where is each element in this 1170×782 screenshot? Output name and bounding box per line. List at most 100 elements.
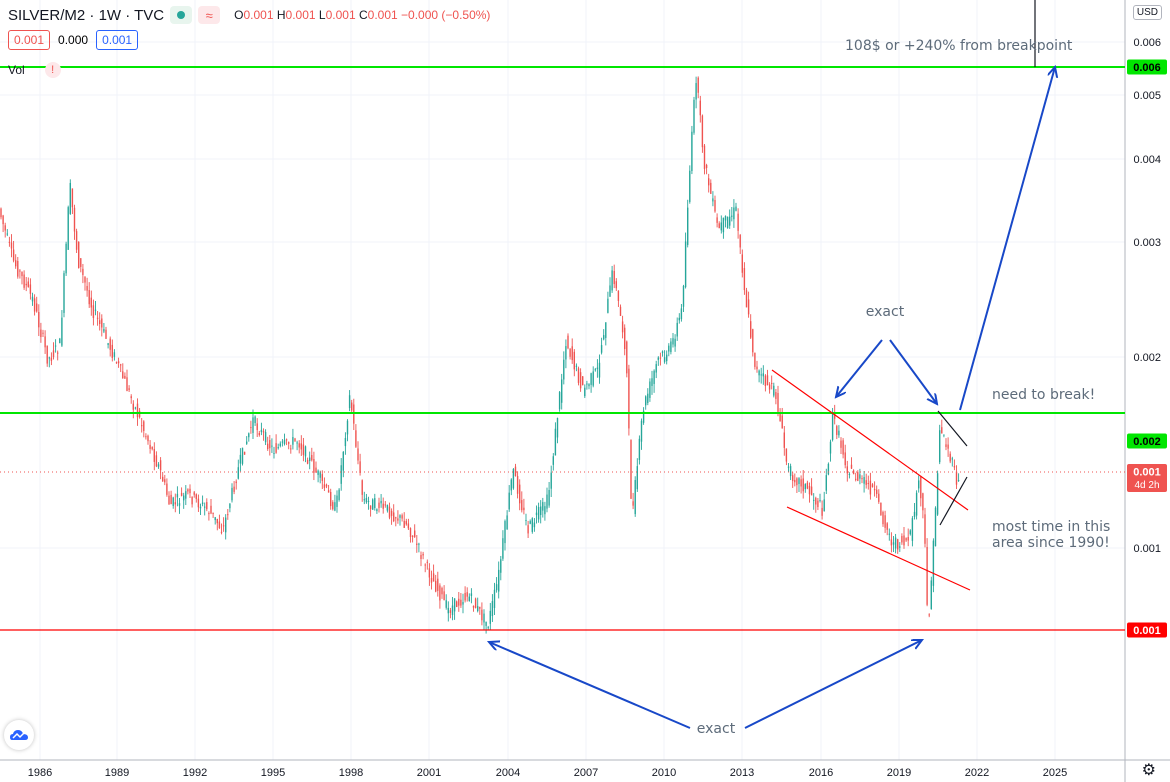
candle-body — [762, 373, 764, 377]
candle-body — [731, 215, 733, 217]
candle-body — [821, 507, 823, 516]
candle-body — [204, 506, 206, 508]
candle-body — [752, 329, 754, 353]
candle-body — [498, 569, 500, 592]
sell-price-button[interactable]: 0.001 — [8, 30, 51, 50]
candle-body — [126, 377, 128, 391]
annotation-most_time_1: most time in this — [992, 519, 1110, 535]
candle-body — [493, 589, 496, 608]
candle-body — [911, 518, 914, 541]
candle-body — [796, 478, 798, 486]
candle-body — [25, 283, 27, 286]
candle-body — [399, 515, 401, 518]
candle-body — [705, 164, 708, 169]
candle-body — [909, 530, 911, 535]
candle-body — [380, 500, 382, 504]
annotation-most_time_2: area since 1990! — [992, 535, 1110, 551]
candle-body — [638, 438, 641, 460]
candle-body — [817, 500, 819, 508]
candle-body — [212, 512, 214, 514]
candle-body — [264, 432, 267, 443]
candle-body — [46, 345, 48, 364]
market-status-icon[interactable] — [170, 6, 193, 24]
candle-body — [521, 500, 523, 511]
candle-body — [225, 517, 227, 533]
trend-drawings[interactable] — [771, 0, 1036, 591]
candle-body — [636, 466, 638, 490]
candle-body — [934, 507, 937, 547]
candle-body — [567, 335, 569, 349]
candle-body — [353, 404, 355, 424]
candle-body — [535, 512, 538, 516]
tradingview-logo-icon[interactable] — [4, 720, 34, 750]
candle-body — [529, 521, 531, 524]
candle-body — [565, 346, 567, 360]
candle-body — [808, 485, 811, 495]
candle-body — [414, 530, 416, 537]
candle-body — [477, 606, 479, 612]
candle-body — [726, 216, 729, 229]
candle-body — [897, 539, 899, 550]
compare-wave-icon[interactable]: ≈ — [198, 6, 221, 24]
candle-body — [932, 540, 935, 586]
x-tick-label: 2010 — [652, 767, 676, 779]
candle-body — [852, 470, 855, 475]
candle-body — [239, 454, 242, 464]
candle-body — [409, 528, 412, 537]
candle-body — [491, 601, 494, 617]
annotation-need_break: need to break! — [992, 387, 1095, 403]
candle-body — [651, 378, 653, 386]
candle-body — [397, 518, 399, 521]
candle-body — [27, 281, 29, 287]
candle-body — [143, 421, 145, 431]
candle-body — [504, 521, 506, 544]
time-axis[interactable]: 1986 1989 1992 1995 1998 2001 2004 2007 2010 2013… — [28, 767, 1067, 779]
candle-body — [519, 484, 521, 504]
horizontal-levels[interactable] — [0, 66, 1125, 631]
candle-body — [306, 459, 309, 464]
candle-body — [710, 182, 712, 194]
candle-body — [88, 290, 90, 305]
currency-badge[interactable]: USD — [1132, 5, 1162, 20]
candle-body — [359, 461, 361, 473]
candle-body — [750, 321, 752, 338]
price-axis[interactable]: 0.006 0.005 0.004 0.003 0.002 0.001 0.006 0.002… — [1127, 37, 1167, 638]
symbol-title[interactable]: SILVER/M2 · 1W · TVC — [8, 6, 165, 24]
candle-body — [210, 505, 212, 514]
candle-body — [598, 362, 601, 378]
candle-body — [928, 614, 930, 616]
candle-body — [603, 335, 605, 340]
candle-body — [888, 533, 890, 535]
candle-body — [321, 474, 323, 481]
candle-body — [107, 343, 109, 345]
candle-body — [73, 207, 76, 232]
candle-body — [346, 420, 349, 435]
warning-icon[interactable]: ! — [44, 62, 61, 78]
buy-price-button[interactable]: 0.001 — [96, 30, 139, 50]
candle-body — [61, 317, 63, 346]
candle-body — [525, 520, 527, 522]
candle-body — [573, 351, 575, 370]
candle-body — [739, 235, 741, 248]
candle-body — [279, 443, 281, 446]
candle-body — [309, 457, 311, 461]
volume-label[interactable]: Vol — [8, 63, 25, 77]
candle-body — [613, 270, 615, 285]
gear-icon[interactable]: ⚙ — [1141, 762, 1156, 779]
candle-body — [128, 388, 130, 390]
candle-body — [485, 621, 487, 626]
candle-body — [760, 374, 762, 376]
wedge-lower-line — [939, 476, 968, 526]
candle-body — [466, 592, 468, 597]
candle-body — [323, 484, 326, 488]
candle-body — [733, 207, 735, 220]
candle-body — [596, 367, 599, 370]
x-tick-label: 2019 — [887, 767, 911, 779]
arrow-exact-left — [836, 339, 883, 397]
candle-body — [680, 308, 683, 320]
candle-body — [806, 482, 809, 489]
candle-body — [340, 465, 342, 484]
annotation-arrows[interactable] — [489, 67, 1055, 729]
